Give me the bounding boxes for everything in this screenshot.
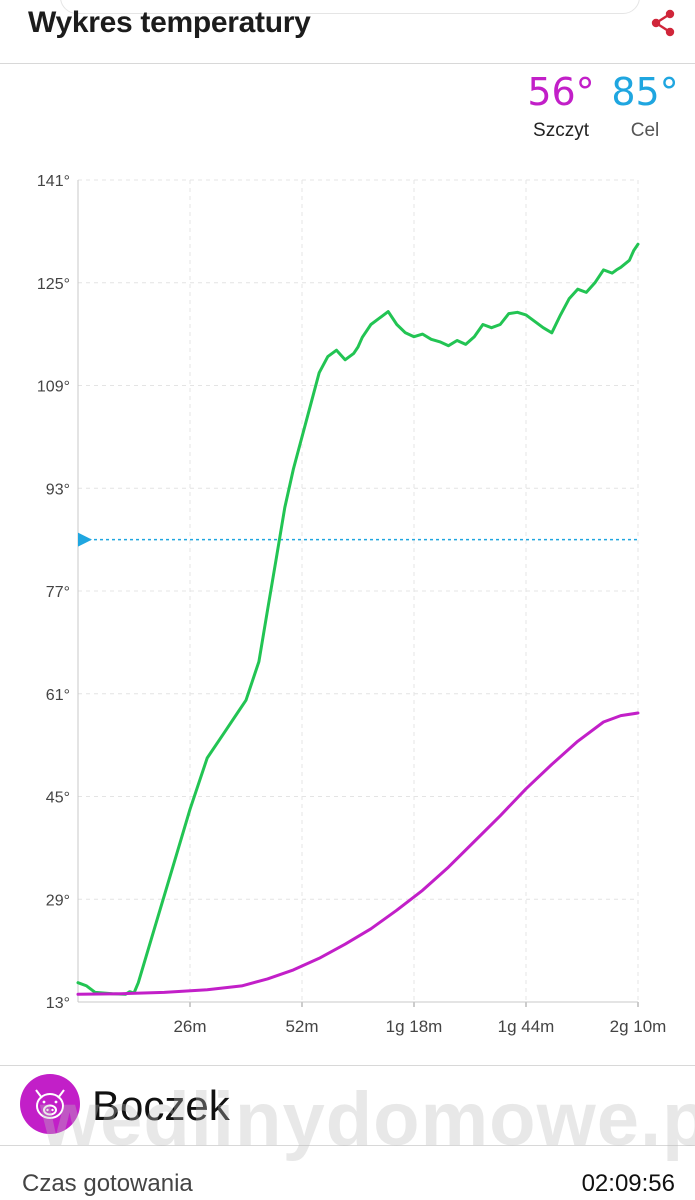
series-line-internal: [76, 711, 640, 996]
x-tick-label: 1g 18m: [386, 1017, 443, 1036]
share-icon[interactable]: [646, 6, 680, 40]
cook-time-label: Czas gotowania: [22, 1170, 193, 1197]
y-tick-label: 109°: [37, 379, 70, 396]
peak-temperature: 56° Szczyt: [516, 72, 606, 142]
y-tick-label: 77°: [46, 584, 70, 601]
x-tick-label: 1g 44m: [498, 1017, 555, 1036]
meat-name: Boczek: [92, 1082, 230, 1129]
x-tick-label: 52m: [285, 1017, 318, 1036]
series-line-ambient: [76, 242, 640, 996]
target-value: 85°: [611, 70, 679, 114]
divider-bottom: [0, 1145, 695, 1146]
y-tick-label: 125°: [37, 276, 70, 293]
target-marker: [78, 532, 92, 547]
x-tick-label: 26m: [173, 1017, 206, 1036]
peak-value: 56°: [527, 70, 595, 114]
peak-label: Szczyt: [533, 120, 589, 141]
pig-icon: [20, 1074, 80, 1134]
y-tick-label: 13°: [46, 995, 70, 1012]
x-tick-label: 2g 10m: [610, 1017, 667, 1036]
watermark: wedlinydomowe.pl: [40, 1077, 695, 1162]
y-tick-label: 61°: [46, 687, 70, 704]
target-temperature: 85° Cel: [600, 72, 690, 142]
cook-time-value: 02:09:56: [581, 1170, 675, 1197]
y-tick-label: 45°: [46, 790, 70, 807]
y-tick-label: 93°: [46, 481, 70, 498]
temperature-chart: 141° 125° 109° 93° 77° 61° 45° 29° 13° 26m 52m 1g 1…: [37, 173, 667, 1036]
divider-top: [0, 1065, 695, 1066]
target-label: Cel: [630, 120, 660, 141]
top-app-bar: Wykres temperatury: [0, 0, 695, 64]
y-tick-label: 29°: [46, 892, 70, 909]
page-title: Wykres temperatury: [28, 6, 311, 39]
y-tick-label: 141°: [37, 173, 70, 190]
